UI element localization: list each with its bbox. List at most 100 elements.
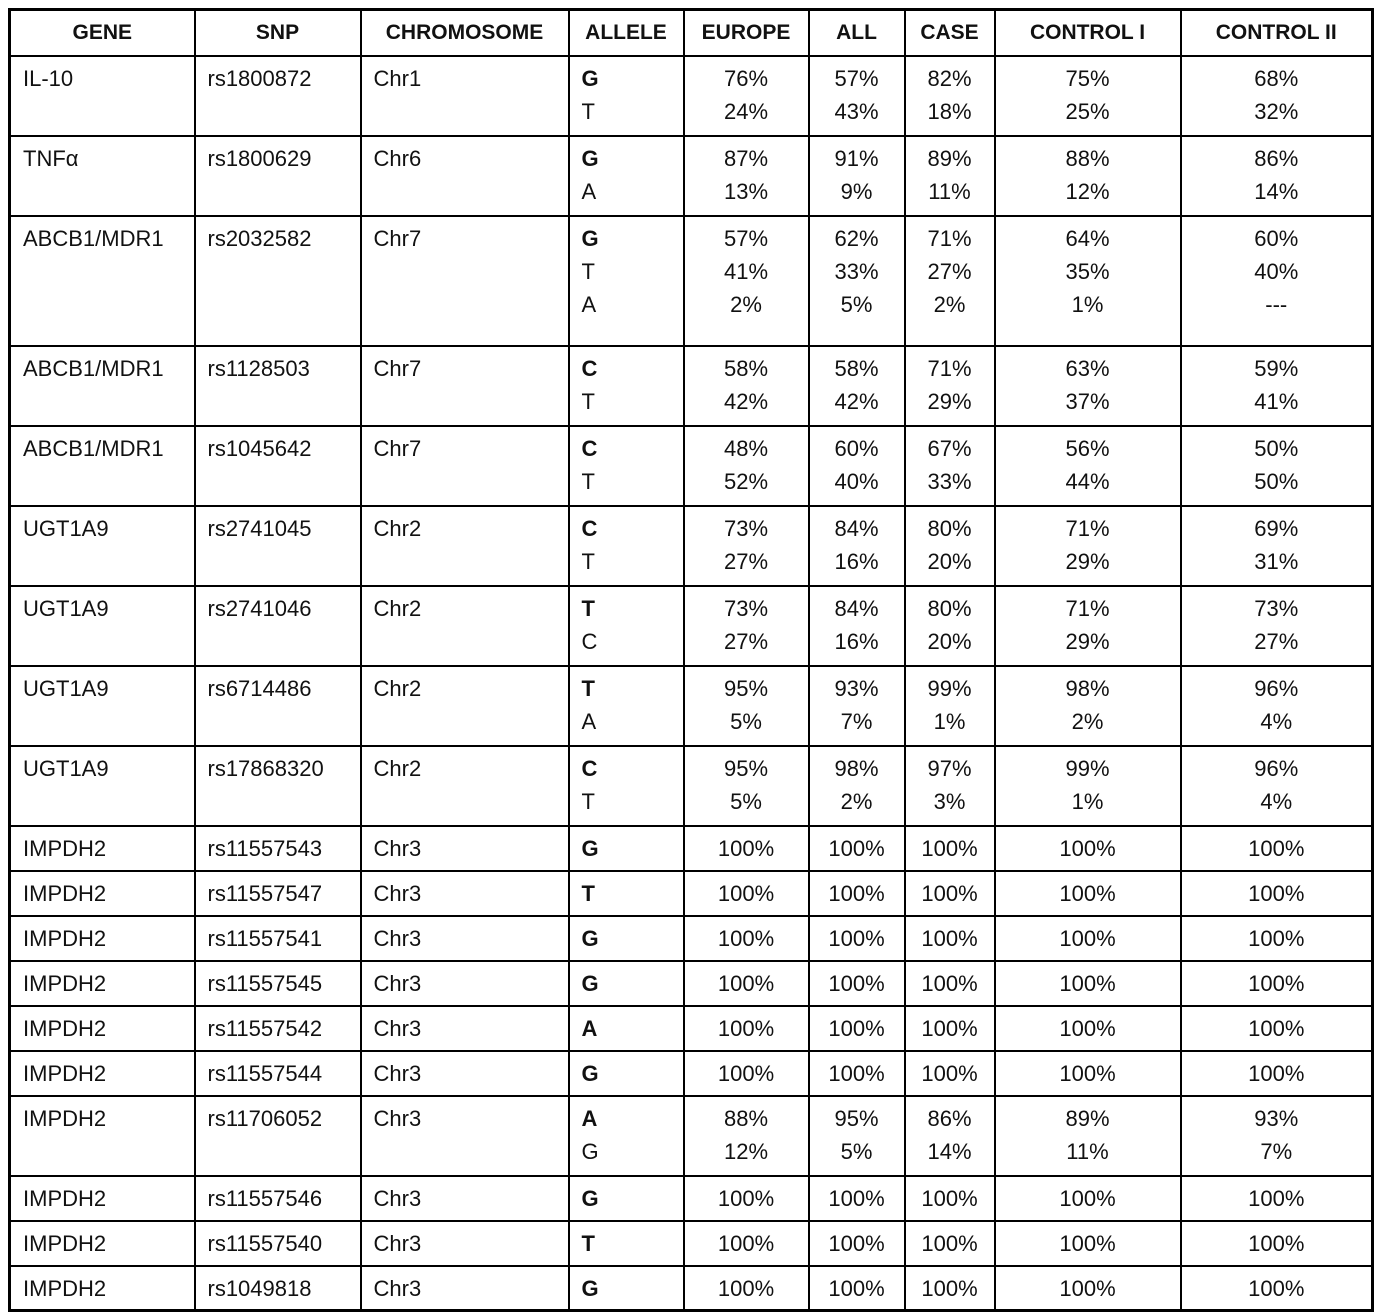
column-header-alleles: ALLELE [567, 8, 685, 57]
cell-control_i: 71% 29% [993, 584, 1182, 667]
cell-europe: 73% 27% [682, 584, 810, 667]
cell-control_i: 56% 44% [993, 424, 1182, 507]
cell-case: 100% [903, 959, 996, 1007]
frequency-value: 100% [828, 1275, 885, 1301]
cell-control_ii: 86% 14% [1179, 134, 1374, 217]
frequency-value: 42% [723, 388, 769, 414]
frequency-value: 18% [927, 98, 972, 124]
allele-value: A [581, 1105, 598, 1131]
cell-control_i: 100% [993, 1049, 1182, 1097]
cell-gene: IMPDH2 [8, 1174, 196, 1222]
cell-chromosome: Chr7 [359, 424, 570, 507]
frequency-value: 56% [1065, 435, 1110, 461]
cell-case: 97% 3% [903, 744, 996, 827]
cell-snp: rs17868320 [193, 744, 362, 827]
frequency-value: 57% [834, 65, 879, 91]
snp-allele-frequency-table: GENE SNP CHROMOSOME ALLELE EUROPE ALL CASE CONT… [8, 8, 1374, 1312]
allele-value: G [581, 1060, 599, 1086]
frequency-value: 100% [1248, 1015, 1305, 1041]
cell-all: 100% [807, 1049, 906, 1097]
frequency-value: 9% [840, 178, 873, 204]
cell-chromosome: Chr6 [359, 134, 570, 217]
frequency-value: 27% [927, 258, 972, 284]
cell-control_ii: 100% [1179, 914, 1374, 962]
cell-control_i: 100% [993, 914, 1182, 962]
frequency-value: 86% [927, 1105, 972, 1131]
frequency-value: 1% [933, 708, 966, 734]
cell-chromosome: Chr3 [359, 914, 570, 962]
frequency-value: 27% [723, 548, 769, 574]
frequency-value: 40% [834, 468, 879, 494]
frequency-value: 100% [1248, 970, 1305, 996]
frequency-value: 100% [921, 970, 978, 996]
cell-all: 100% [807, 869, 906, 917]
frequency-value: 80% [927, 515, 972, 541]
cell-control_ii: 100% [1179, 959, 1374, 1007]
frequency-value: 96% [1254, 755, 1299, 781]
cell-alleles: G [567, 1174, 685, 1222]
cell-case: 100% [903, 1174, 996, 1222]
frequency-value: 37% [1065, 388, 1110, 414]
cell-europe: 88% 12% [682, 1094, 810, 1177]
allele-value: T [581, 880, 595, 906]
frequency-value: 5% [730, 788, 762, 814]
table-row: UGT1A9 rs2741045 Chr2 C T 73% 27% 84% 16% 80% 20% 7… [8, 504, 1374, 587]
frequency-value: 100% [828, 970, 885, 996]
frequency-value: 100% [1059, 970, 1116, 996]
table-row: ABCB1/MDR1 rs1045642 Chr7 C T 48% 52% 60% 40% 67%… [8, 424, 1374, 507]
table-row: IMPDH2 rs11557540 Chr3 T 100% 100% 100% 100% 100… [8, 1219, 1374, 1267]
cell-chromosome: Chr3 [359, 959, 570, 1007]
frequency-value: 60% [834, 435, 879, 461]
frequency-value: 100% [921, 925, 978, 951]
cell-all: 100% [807, 1219, 906, 1267]
frequency-value: 11% [928, 178, 971, 204]
cell-case: 67% 33% [903, 424, 996, 507]
cell-alleles: G [567, 959, 685, 1007]
frequency-value: 96% [1254, 675, 1299, 701]
cell-snp: rs2032582 [193, 214, 362, 347]
cell-case: 82% 18% [903, 54, 996, 137]
cell-gene: IMPDH2 [8, 869, 196, 917]
frequency-value: 100% [828, 880, 885, 906]
frequency-value: 100% [717, 1275, 775, 1301]
frequency-value: 43% [834, 98, 879, 124]
cell-case: 100% [903, 869, 996, 917]
frequency-value: 3% [933, 788, 966, 814]
frequency-value: 27% [1254, 628, 1299, 654]
allele-value: T [581, 468, 595, 494]
table-row: UGT1A9 rs6714486 Chr2 T A 95% 5% 93% 7% 99% 1% 98% 2… [8, 664, 1374, 747]
cell-control_ii: 96% 4% [1179, 744, 1374, 827]
allele-value: G [581, 1275, 599, 1301]
frequency-value: 20% [927, 628, 972, 654]
cell-gene: ABCB1/MDR1 [8, 344, 196, 427]
cell-europe: 57% 41% 2% [682, 214, 810, 347]
cell-chromosome: Chr3 [359, 869, 570, 917]
column-header-chromosome: CHROMOSOME [359, 8, 570, 57]
frequency-value: 100% [921, 835, 978, 861]
cell-snp: rs11557543 [193, 824, 362, 872]
cell-control_i: 100% [993, 824, 1182, 872]
cell-chromosome: Chr3 [359, 1174, 570, 1222]
cell-control_ii: 50% 50% [1179, 424, 1374, 507]
table-row: IMPDH2 rs11557541 Chr3 G 100% 100% 100% 100% 100… [8, 914, 1374, 962]
header-row: GENE SNP CHROMOSOME ALLELE EUROPE ALL CASE CONT… [8, 8, 1374, 57]
cell-gene: IMPDH2 [8, 824, 196, 872]
allele-value: G [581, 835, 599, 861]
cell-chromosome: Chr3 [359, 1004, 570, 1052]
cell-snp: rs2741046 [193, 584, 362, 667]
frequency-value: 68% [1254, 65, 1299, 91]
frequency-value: 29% [1065, 548, 1110, 574]
frequency-value: 100% [717, 925, 775, 951]
column-header-control_ii: CONTROL II [1179, 8, 1374, 57]
frequency-value: 100% [1248, 835, 1305, 861]
frequency-value: 25% [1065, 98, 1110, 124]
cell-case: 89% 11% [903, 134, 996, 217]
cell-snp: rs11557547 [193, 869, 362, 917]
frequency-value: 16% [834, 628, 879, 654]
cell-snp: rs11557542 [193, 1004, 362, 1052]
table-row: IMPDH2 rs11557546 Chr3 G 100% 100% 100% 100% 100… [8, 1174, 1374, 1222]
